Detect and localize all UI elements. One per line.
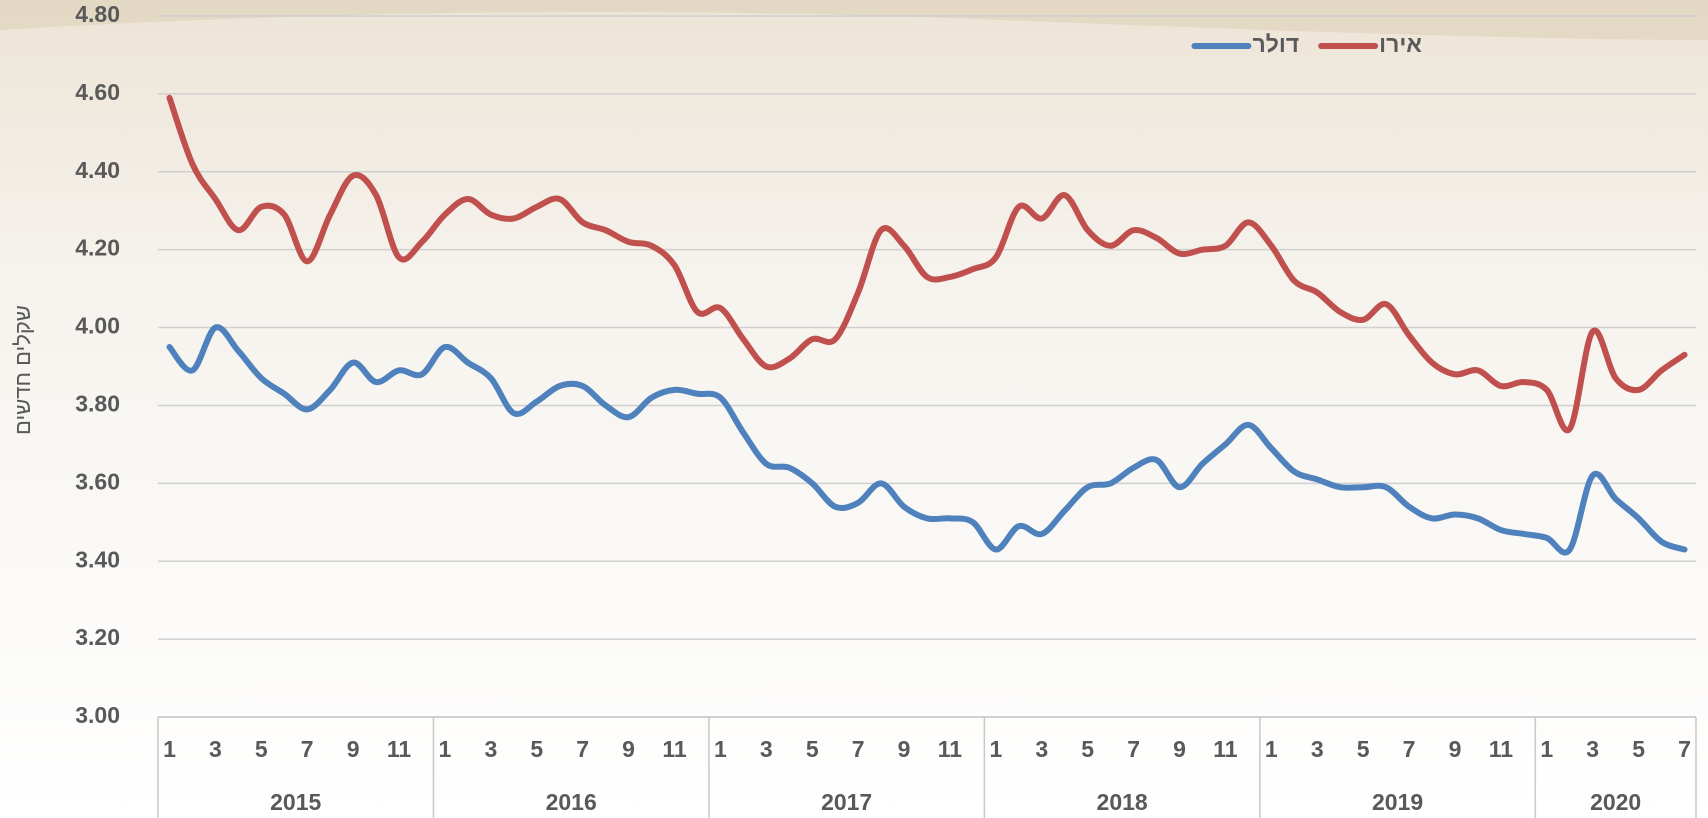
x-tick-label: 11 <box>662 736 687 762</box>
x-tick-label: 11 <box>938 736 963 762</box>
y-tick-label: 3.60 <box>75 468 120 494</box>
x-tick-label: 3 <box>1035 736 1048 762</box>
y-tick-label: 4.40 <box>75 157 120 183</box>
x-tick-label: 7 <box>1403 736 1416 762</box>
y-tick-label: 4.20 <box>75 235 120 261</box>
y-tick-label: 4.00 <box>75 313 120 339</box>
x-tick-label: 7 <box>852 736 865 762</box>
y-tick-label: 4.80 <box>75 1 120 27</box>
x-tick-label: 5 <box>806 736 819 762</box>
x-tick-label: 11 <box>1489 736 1514 762</box>
y-tick-label: 3.40 <box>75 546 120 572</box>
x-group-label: 2019 <box>1372 789 1423 815</box>
x-tick-label: 7 <box>301 736 314 762</box>
x-tick-label: 5 <box>1632 736 1645 762</box>
x-group-label: 2020 <box>1590 789 1641 815</box>
legend-label: דולר <box>1252 31 1299 57</box>
x-tick-label: 3 <box>1586 736 1599 762</box>
x-tick-label: 1 <box>989 736 1002 762</box>
series-line <box>166 94 1688 434</box>
x-tick-label: 1 <box>1265 736 1278 762</box>
y-tick-label: 3.20 <box>75 624 120 650</box>
x-tick-label: 3 <box>484 736 497 762</box>
x-tick-label: 3 <box>1311 736 1324 762</box>
background-wave <box>0 0 1708 40</box>
x-tick-label: 5 <box>1081 736 1094 762</box>
x-tick-label: 11 <box>1213 736 1238 762</box>
x-tick-label: 3 <box>760 736 773 762</box>
x-tick-label: 7 <box>576 736 589 762</box>
x-tick-label: 3 <box>209 736 222 762</box>
x-tick-label: 1 <box>1540 736 1553 762</box>
x-tick-label: 9 <box>622 736 635 762</box>
x-tick-label: 9 <box>1173 736 1186 762</box>
x-tick-label: 5 <box>255 736 268 762</box>
x-group-label: 2018 <box>1097 789 1148 815</box>
x-tick-label: 11 <box>387 736 412 762</box>
y-axis-title: שקלים חדשים <box>10 305 35 435</box>
x-tick-label: 5 <box>530 736 543 762</box>
x-tick-label: 9 <box>347 736 360 762</box>
x-tick-label: 7 <box>1678 736 1691 762</box>
x-tick-label: 1 <box>439 736 452 762</box>
x-group-label: 2015 <box>270 789 321 815</box>
y-tick-label: 3.00 <box>75 702 120 728</box>
y-tick-label: 4.60 <box>75 79 120 105</box>
series-line <box>166 324 1688 556</box>
x-group-label: 2016 <box>546 789 597 815</box>
x-tick-label: 1 <box>163 736 176 762</box>
legend-label: אירו <box>1379 31 1422 57</box>
x-tick-label: 7 <box>1127 736 1140 762</box>
x-tick-label: 1 <box>714 736 727 762</box>
x-tick-label: 5 <box>1357 736 1370 762</box>
x-group-label: 2017 <box>821 789 872 815</box>
x-tick-label: 9 <box>1449 736 1462 762</box>
y-tick-label: 3.80 <box>75 391 120 417</box>
x-tick-label: 9 <box>898 736 911 762</box>
